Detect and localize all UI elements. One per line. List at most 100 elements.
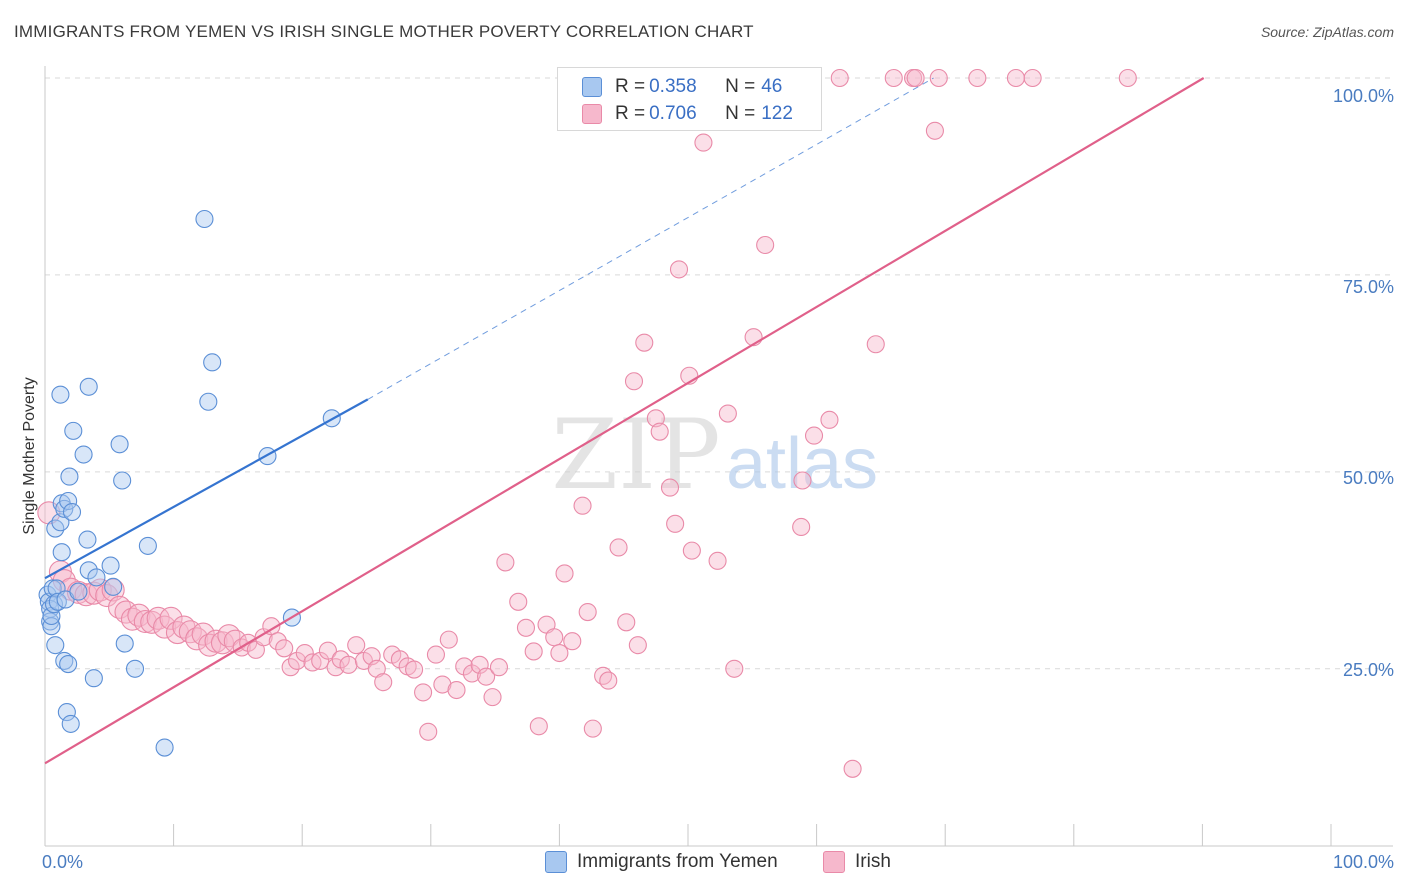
- yemen-legend-swatch: [545, 851, 567, 873]
- irish-point: [617, 613, 636, 632]
- irish-point: [1118, 68, 1137, 88]
- yemen-point: [52, 543, 71, 562]
- irish-point: [439, 630, 458, 649]
- irish-point: [563, 632, 582, 651]
- chart-title: IMMIGRANTS FROM YEMEN VS IRISH SINGLE MO…: [14, 22, 754, 41]
- irish-point: [925, 121, 944, 140]
- yemen-point: [113, 471, 132, 490]
- yemen-point: [57, 703, 76, 722]
- irish-point: [339, 655, 358, 674]
- irish-point: [646, 409, 665, 428]
- irish-point: [756, 235, 775, 255]
- y-tick-label-100: 100.0%: [1332, 86, 1394, 106]
- legend-item-irish[interactable]: Irish: [823, 851, 891, 873]
- irish-point: [191, 622, 215, 646]
- y-tick-label-75: 75.0%: [1342, 277, 1394, 297]
- irish-point: [555, 564, 574, 583]
- irish-point: [496, 553, 515, 572]
- yemen-point: [60, 467, 79, 486]
- irish-point: [669, 260, 689, 279]
- yemen-point: [125, 659, 145, 678]
- irish-point: [426, 645, 445, 664]
- irish-point: [830, 68, 849, 88]
- legend-item-yemen[interactable]: Immigrants from Yemen: [545, 851, 778, 873]
- yemen-point: [199, 392, 218, 411]
- irish-point: [311, 651, 330, 670]
- yemen-point: [51, 513, 70, 532]
- legend-row-irish: R = 0.706 N = 122: [582, 102, 793, 126]
- irish-point: [718, 404, 737, 423]
- irish-point: [635, 333, 654, 352]
- y-tick-label-25: 25.0%: [1342, 660, 1394, 680]
- irish-point: [929, 68, 948, 88]
- irish-r-label: R =: [615, 103, 646, 124]
- irish-point: [262, 617, 281, 636]
- irish-point: [509, 592, 528, 611]
- irish-legend-swatch: [823, 851, 845, 873]
- yemen-r-value: 0.358: [649, 76, 697, 97]
- yemen-r-label: R =: [615, 76, 646, 97]
- yemen-point: [110, 435, 129, 454]
- correlation-legend: R = 0.358 N = 46 R = 0.706 N = 122: [557, 67, 822, 131]
- irish-point: [694, 133, 713, 152]
- irish-point: [210, 631, 235, 655]
- irish-point: [419, 722, 438, 741]
- irish-point: [906, 68, 925, 88]
- yemen-point: [101, 556, 120, 575]
- yemen-point: [195, 209, 214, 229]
- yemen-point: [84, 669, 103, 688]
- yemen-trendline: [44, 398, 369, 580]
- irish-point: [550, 643, 569, 663]
- yemen-point: [78, 530, 97, 549]
- irish-point: [682, 541, 701, 560]
- legend-row-yemen: R = 0.358 N = 46: [582, 75, 782, 99]
- yemen-points: [38, 209, 341, 757]
- irish-point: [159, 606, 183, 630]
- irish-point: [318, 641, 337, 660]
- yemen-point: [61, 714, 80, 733]
- irish-trendline: [44, 77, 1205, 765]
- irish-point: [374, 673, 393, 692]
- irish-point: [843, 759, 862, 778]
- irish-point: [288, 651, 307, 670]
- irish-point: [127, 603, 151, 627]
- gridlines: [45, 77, 1393, 670]
- irish-point: [866, 335, 885, 354]
- irish-point: [583, 719, 602, 738]
- irish-point: [303, 653, 322, 672]
- irish-point: [573, 496, 592, 515]
- yemen-point: [43, 579, 62, 598]
- irish-point: [489, 658, 509, 677]
- irish-point: [405, 660, 424, 679]
- irish-point: [185, 627, 209, 651]
- x-tick-label-100: 100.0%: [1332, 852, 1394, 872]
- irish-point: [516, 618, 536, 637]
- irish-point: [477, 667, 496, 686]
- yemen-point: [115, 634, 134, 653]
- yemen-point: [138, 536, 157, 555]
- irish-point: [140, 610, 164, 634]
- irish-point: [609, 538, 628, 557]
- irish-point: [1006, 68, 1025, 88]
- yemen-point: [64, 421, 83, 440]
- irish-point: [447, 680, 466, 700]
- irish-n-label: N =: [725, 103, 756, 124]
- irish-point: [470, 655, 489, 674]
- irish-point: [793, 471, 812, 490]
- irish-point: [455, 657, 474, 676]
- yemen-n-label: N =: [725, 76, 756, 97]
- irish-point: [624, 372, 644, 391]
- yemen-trendline-extension: [367, 77, 934, 400]
- irish-point: [275, 639, 294, 658]
- irish-point: [295, 643, 314, 663]
- irish-point: [524, 642, 543, 661]
- yemen-swatch: [582, 77, 602, 97]
- irish-point: [347, 636, 366, 655]
- yemen-point: [42, 617, 61, 636]
- yemen-point: [69, 582, 88, 601]
- yemen-point: [62, 502, 82, 522]
- yemen-point: [104, 577, 123, 596]
- yemen-point: [51, 385, 70, 404]
- x-tick-label-0: 0.0%: [42, 852, 84, 872]
